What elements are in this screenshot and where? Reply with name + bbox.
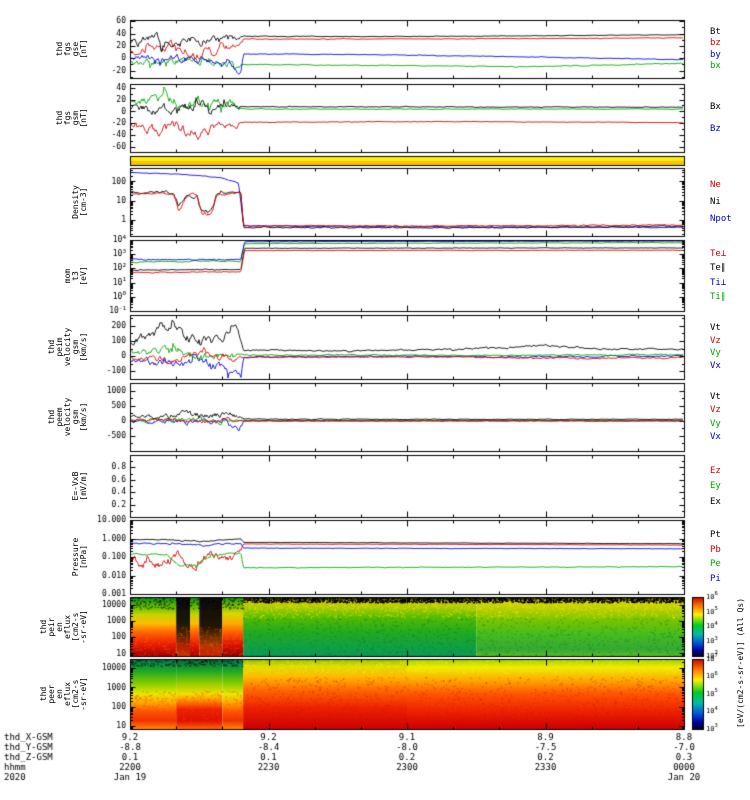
ylabel-peer-spec: thd peer en eflux [cm2-s -sr-eV] bbox=[39, 677, 88, 711]
legend-peim-velocity-Vx: Vx bbox=[710, 361, 721, 372]
legend-peim-velocity-Vy: Vy bbox=[710, 348, 721, 359]
ylabel-fgs-gse: thd fgs gse [nT] bbox=[55, 39, 88, 59]
legend-peem-velocity-Vt: Vt bbox=[710, 391, 721, 402]
ylabel-peir-spec: thd peir en eflux [cm2-s -sr-eV] bbox=[39, 609, 88, 644]
legend-mom-t3-Te: Te⊥ bbox=[710, 249, 727, 260]
legend-peim-velocity-Vt: Vt bbox=[710, 322, 721, 333]
legend-fgs-gse-bz: bz bbox=[710, 38, 721, 49]
legend-fgs-gse-by: by bbox=[710, 49, 721, 60]
legend-pressure-Pb: Pb bbox=[710, 544, 721, 555]
ylabel-peim-velocity: thd peim velocity gsm [km/s] bbox=[47, 327, 88, 367]
legend-pressure-Pt: Pt bbox=[710, 529, 721, 540]
legend-fgs-gse-Bt: Bt bbox=[710, 26, 721, 37]
spectrogram-unit-label: [eV/(cm2-s-sr-eV)] (All Qs) bbox=[736, 597, 745, 729]
ylabel-density: Density [cm-3] bbox=[71, 185, 88, 219]
legend-peim-velocity-Vz: Vz bbox=[710, 335, 721, 346]
ylabel-fgs-gsm: thd fgs gsm [nT] bbox=[55, 108, 88, 128]
legend-fgs-gsm-Bz: Bz bbox=[710, 124, 721, 135]
legend-e-field-Ez: Ez bbox=[710, 465, 721, 476]
legend-peem-velocity-Vx: Vx bbox=[710, 432, 721, 443]
legend-e-field-Ey: Ey bbox=[710, 481, 721, 491]
legend-peem-velocity-Vy: Vy bbox=[710, 418, 721, 429]
ylabel-peem-velocity: thd peem velocity gsm [km/s] bbox=[47, 397, 88, 437]
legend-density-Ne: Ne bbox=[710, 180, 721, 190]
legend-mom-t3-Ti: Ti⊥ bbox=[710, 277, 727, 288]
ylabel-mom-t3: mom t3 [eV] bbox=[63, 265, 88, 286]
legend-mom-t3-Te: Te∥ bbox=[710, 263, 726, 274]
legend-e-field-Ex: Ex bbox=[710, 496, 721, 507]
legend-fgs-gse-bx: bx bbox=[710, 61, 721, 72]
ylabel-e-field: E=-VxB [mV/m] bbox=[71, 471, 88, 501]
legend-mom-t3-Ti: Ti∥ bbox=[710, 291, 726, 302]
ylabel-pressure: Pressure [nPa] bbox=[71, 537, 88, 577]
legend-pressure-Pi: Pi bbox=[710, 574, 721, 585]
legend-density-Ni: Ni bbox=[710, 197, 721, 207]
legend-density-Npot: Npot bbox=[710, 214, 732, 224]
legend-peem-velocity-Vz: Vz bbox=[710, 405, 721, 416]
legend-pressure-Pe: Pe bbox=[710, 559, 721, 570]
legend-fgs-gsm-Bx: Bx bbox=[710, 101, 721, 112]
